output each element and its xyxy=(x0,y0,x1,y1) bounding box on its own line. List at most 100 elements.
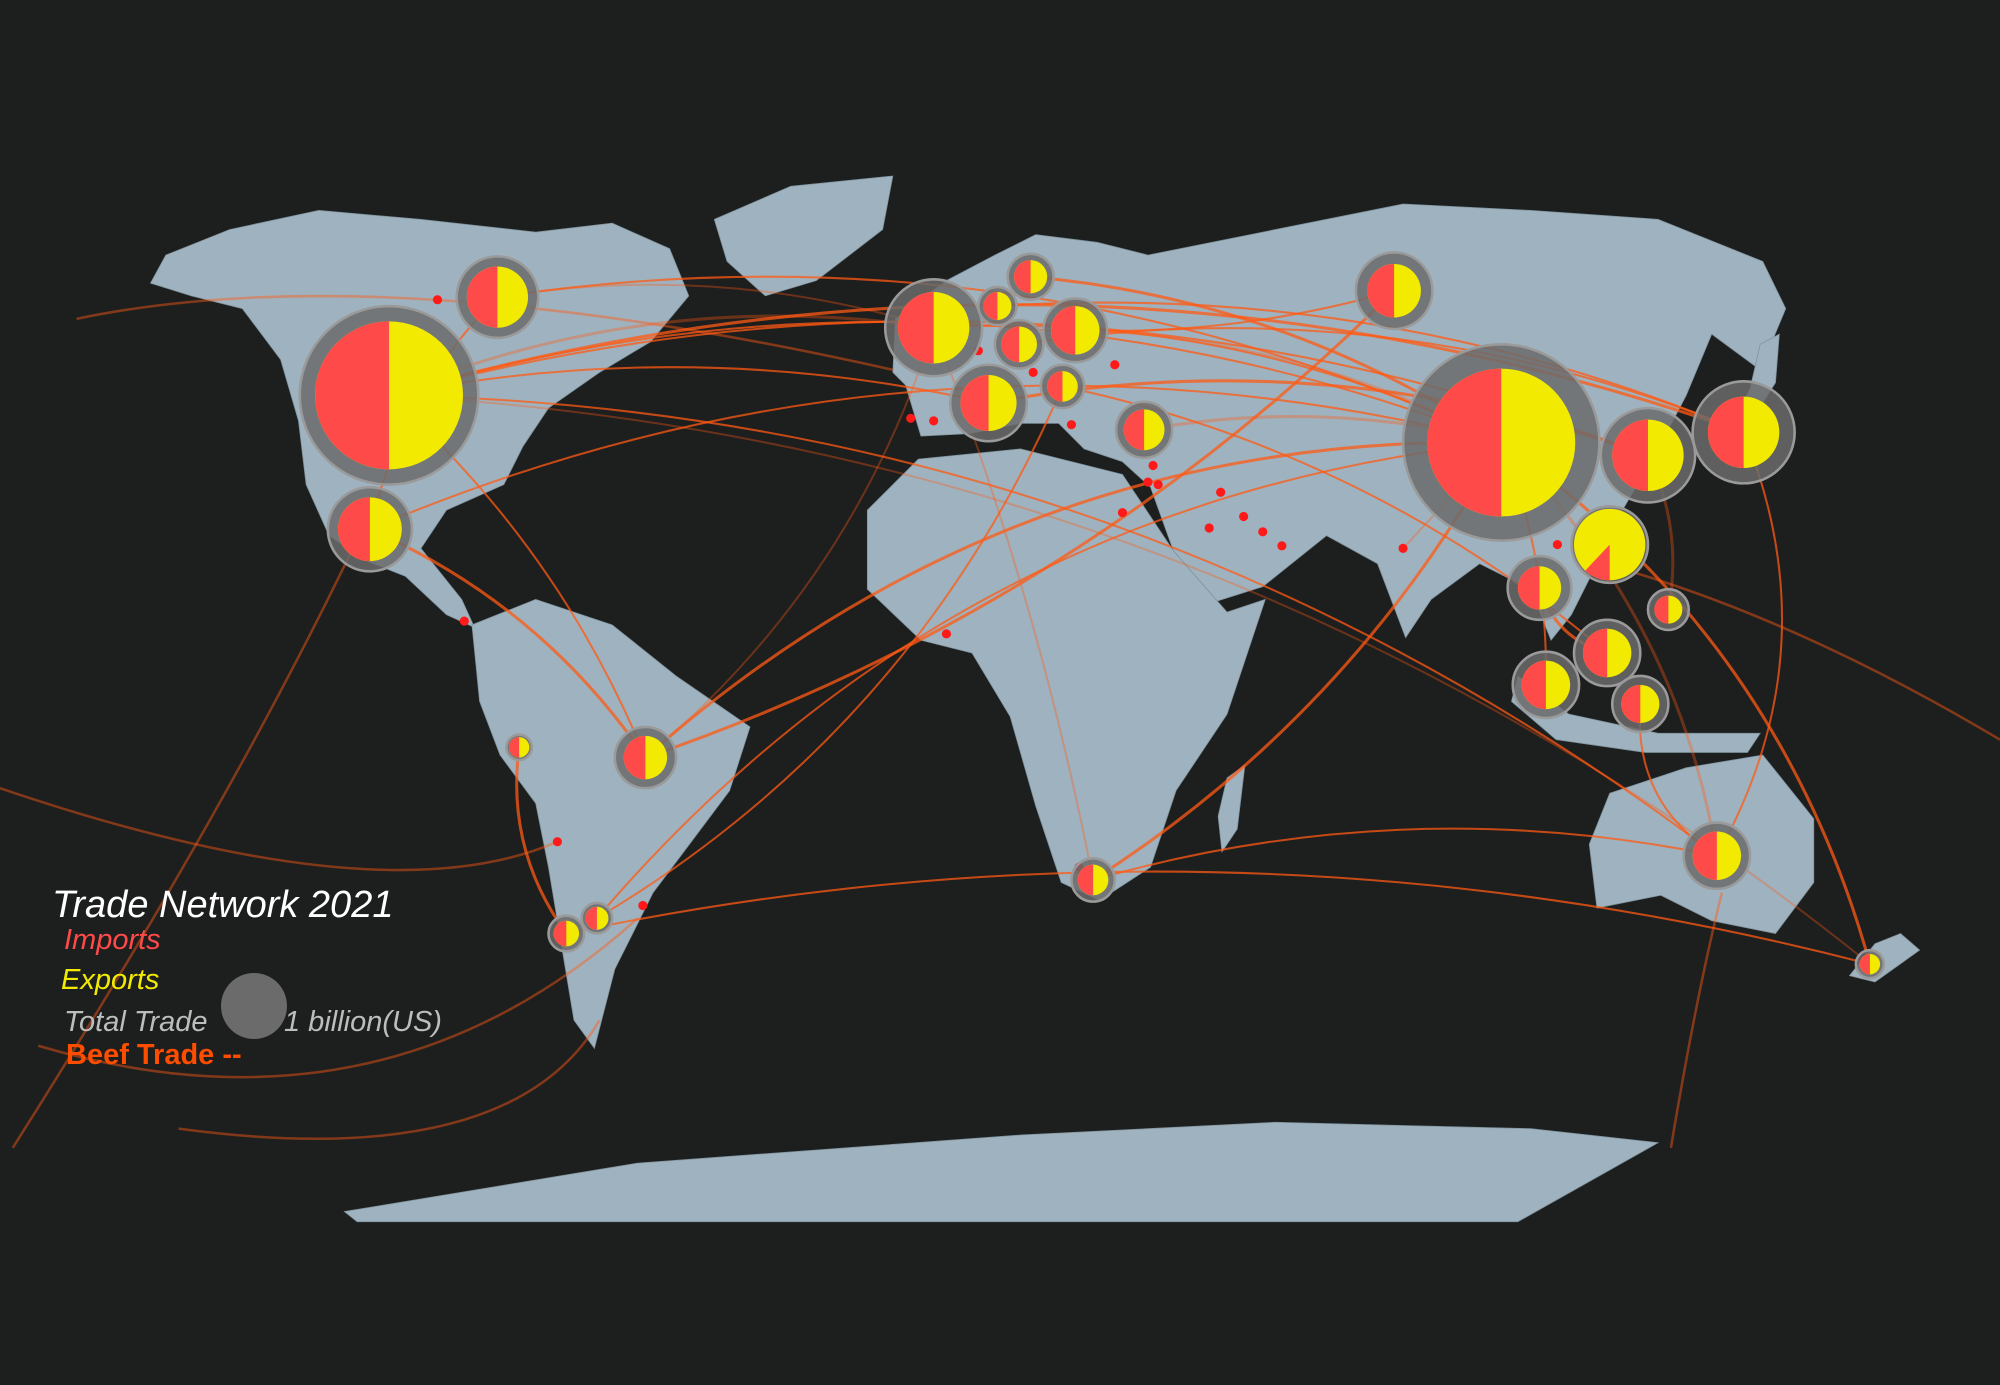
imports-wedge xyxy=(1707,396,1744,469)
trade-route xyxy=(566,870,1871,966)
trade-route xyxy=(1018,327,1745,434)
landmass-indonesia xyxy=(1511,675,1761,753)
country-node xyxy=(1070,857,1117,903)
imports-wedge xyxy=(338,497,370,562)
imports-wedge xyxy=(1585,544,1610,581)
country-node xyxy=(1039,363,1086,410)
port-dot xyxy=(1258,527,1268,537)
port-dots-layer xyxy=(432,295,1562,911)
trade-route xyxy=(515,747,568,935)
port-dot xyxy=(1239,511,1249,522)
landmass-greenland xyxy=(713,175,894,297)
imports-wedge xyxy=(1014,260,1031,294)
trade-route xyxy=(389,394,1718,857)
imports-wedge xyxy=(466,266,498,328)
country-node xyxy=(1691,380,1796,485)
imports-wedge xyxy=(1047,371,1063,402)
port-dot xyxy=(906,413,916,423)
imports-wedge xyxy=(1612,419,1648,491)
port-dot xyxy=(1117,508,1128,518)
imports-wedge xyxy=(983,292,998,321)
country-node xyxy=(883,278,984,378)
landmass-africa xyxy=(866,448,1266,901)
country-node xyxy=(1854,948,1886,980)
country-node xyxy=(1506,554,1573,622)
country-node xyxy=(948,363,1029,443)
landmass-south-america xyxy=(471,598,751,1050)
country-node xyxy=(613,725,678,790)
imports-wedge xyxy=(1427,368,1502,517)
port-dot xyxy=(1216,487,1226,497)
country-node xyxy=(1354,251,1434,331)
port-dot xyxy=(1148,460,1158,471)
port-dot xyxy=(1110,360,1120,370)
port-dot xyxy=(1552,539,1562,550)
legend-total-trade: Total Trade xyxy=(64,1006,208,1038)
trade-route xyxy=(388,394,1871,965)
imports-wedge xyxy=(1517,566,1540,610)
trade-route xyxy=(596,386,1064,920)
imports-wedge xyxy=(1123,409,1145,451)
country-node xyxy=(1511,650,1581,720)
legend-beef-trade: Beef Trade -- xyxy=(66,1039,242,1071)
imports-wedge xyxy=(897,292,934,364)
country-node xyxy=(1599,406,1697,504)
country-node xyxy=(1042,297,1109,364)
trade-route xyxy=(11,484,384,1149)
country-node xyxy=(1572,618,1642,688)
imports-wedge xyxy=(508,737,520,758)
port-dot xyxy=(1204,523,1214,533)
imports-wedge xyxy=(315,321,390,470)
trade-route xyxy=(1669,892,1724,1148)
imports-wedge xyxy=(1654,595,1669,624)
imports-wedge xyxy=(585,906,597,930)
country-node xyxy=(1570,505,1650,585)
port-dot xyxy=(638,900,648,911)
imports-wedge xyxy=(1582,628,1608,678)
country-node xyxy=(326,485,414,573)
imports-wedge xyxy=(960,374,989,432)
country-node xyxy=(1646,587,1691,632)
imports-wedge xyxy=(553,920,567,947)
legend-exports: Exports xyxy=(61,964,160,996)
legend-title: Trade Network 2021 xyxy=(52,884,394,926)
imports-wedge xyxy=(1367,263,1395,318)
imports-wedge xyxy=(1521,660,1546,710)
legend-scale-label: 1 billion(US) xyxy=(284,1006,442,1038)
port-dot xyxy=(1398,543,1408,553)
legend-imports: Imports xyxy=(64,924,161,956)
port-dot xyxy=(929,416,939,426)
trade-route xyxy=(1092,827,1718,881)
country-node xyxy=(1114,400,1174,460)
trade-route xyxy=(596,441,1502,919)
country-node xyxy=(298,304,480,486)
trade-route xyxy=(0,786,558,872)
imports-wedge xyxy=(1621,684,1641,724)
trade-route xyxy=(644,327,935,759)
landmass-antarctica xyxy=(343,1121,1660,1223)
trade-route xyxy=(37,917,639,1079)
country-nodes-layer xyxy=(298,251,1886,980)
port-dot xyxy=(432,295,443,305)
port-dot xyxy=(552,837,562,847)
imports-wedge xyxy=(1859,953,1870,975)
country-node xyxy=(1610,674,1670,734)
country-node xyxy=(1006,252,1055,301)
country-node xyxy=(1401,343,1601,543)
country-node xyxy=(977,285,1018,327)
imports-wedge xyxy=(1077,864,1094,896)
trade-route xyxy=(644,440,1502,759)
country-node xyxy=(505,733,534,762)
country-node xyxy=(547,914,586,953)
imports-wedge xyxy=(1001,326,1020,363)
trade-route xyxy=(369,384,1502,531)
imports-wedge xyxy=(1051,306,1076,355)
trade-route xyxy=(369,527,647,759)
trade-route xyxy=(1594,559,2000,741)
country-node xyxy=(580,901,614,935)
trade-route xyxy=(178,1019,601,1141)
port-dot xyxy=(1153,480,1163,490)
port-dot xyxy=(459,616,469,626)
port-dot xyxy=(941,629,952,639)
